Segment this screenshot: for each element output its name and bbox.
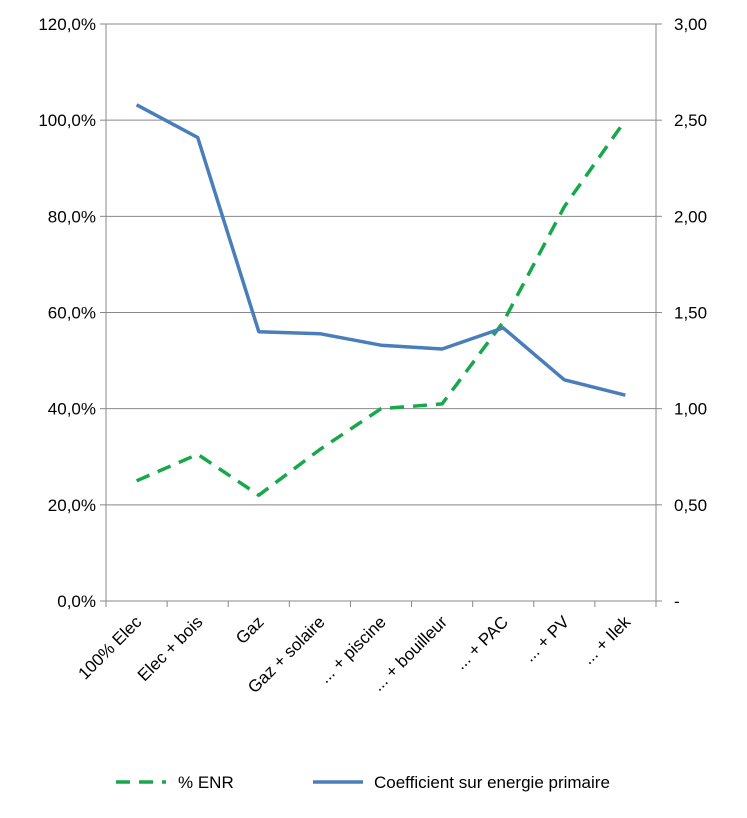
left-tick-label-2: 40,0% bbox=[48, 400, 96, 419]
right-tick-label-1: 0,50 bbox=[674, 496, 707, 515]
gridlines bbox=[106, 23, 656, 506]
right-tick-label-4: 2,00 bbox=[674, 207, 707, 226]
left-axis-ticks: 0,0% 20,0% 40,0% 60,0% 80,0% 100,0% 120,0% bbox=[38, 15, 106, 611]
x-tick-label-2: Gaz bbox=[232, 612, 267, 647]
series-line-0 bbox=[135, 119, 627, 497]
x-tick-label-1: Elec + bois bbox=[134, 612, 207, 685]
x-tick-label-8: ... + Ilek bbox=[578, 612, 634, 668]
left-tick-label-6: 120,0% bbox=[38, 15, 96, 34]
left-tick-label-0: 0,0% bbox=[57, 592, 96, 611]
series-0-point-8 bbox=[623, 118, 627, 122]
right-tick-label-5: 2,50 bbox=[674, 111, 707, 130]
x-tick-label-7: ... + PV bbox=[520, 612, 574, 666]
series-1-point-0 bbox=[135, 103, 139, 107]
left-tick-label-5: 100,0% bbox=[38, 111, 96, 130]
series-0-point-5 bbox=[440, 402, 444, 406]
series-0-point-1 bbox=[196, 452, 200, 456]
series-0-point-3 bbox=[318, 448, 322, 452]
series-1-point-6 bbox=[501, 326, 505, 330]
left-tick-label-4: 80,0% bbox=[48, 207, 96, 226]
right-tick-label-3: 1,50 bbox=[674, 304, 707, 323]
x-tick-label-6: ... + PAC bbox=[451, 612, 512, 673]
series-1-point-4 bbox=[379, 343, 383, 347]
series-1-point-5 bbox=[440, 347, 444, 351]
series-1-point-8 bbox=[623, 393, 627, 397]
right-tick-label-6: 3,00 bbox=[674, 15, 707, 34]
series-1-point-2 bbox=[257, 330, 261, 334]
right-tick-label-2: 1,00 bbox=[674, 400, 707, 419]
left-tick-label-1: 20,0% bbox=[48, 496, 96, 515]
series-0-point-0 bbox=[135, 479, 139, 483]
series-1-point-3 bbox=[318, 332, 322, 336]
left-tick-label-3: 60,0% bbox=[48, 304, 96, 323]
right-tick-label-0: - bbox=[674, 592, 680, 611]
legend-label-1: Coefficient sur energie primaire bbox=[374, 773, 610, 792]
legend-label-0: % ENR bbox=[178, 773, 234, 792]
series-0-point-4 bbox=[379, 407, 383, 411]
series-1-point-1 bbox=[196, 135, 200, 139]
series-1-point-7 bbox=[562, 378, 566, 382]
series-0-point-7 bbox=[562, 205, 566, 209]
series-0-point-2 bbox=[257, 493, 261, 497]
series bbox=[135, 103, 627, 497]
legend: % ENR Coefficient sur energie primaire bbox=[116, 773, 610, 792]
right-axis-ticks: - 0,50 1,00 1,50 2,00 2,50 3,00 bbox=[656, 15, 707, 611]
series-line-1 bbox=[135, 103, 626, 397]
series-0-point-6 bbox=[501, 320, 505, 324]
